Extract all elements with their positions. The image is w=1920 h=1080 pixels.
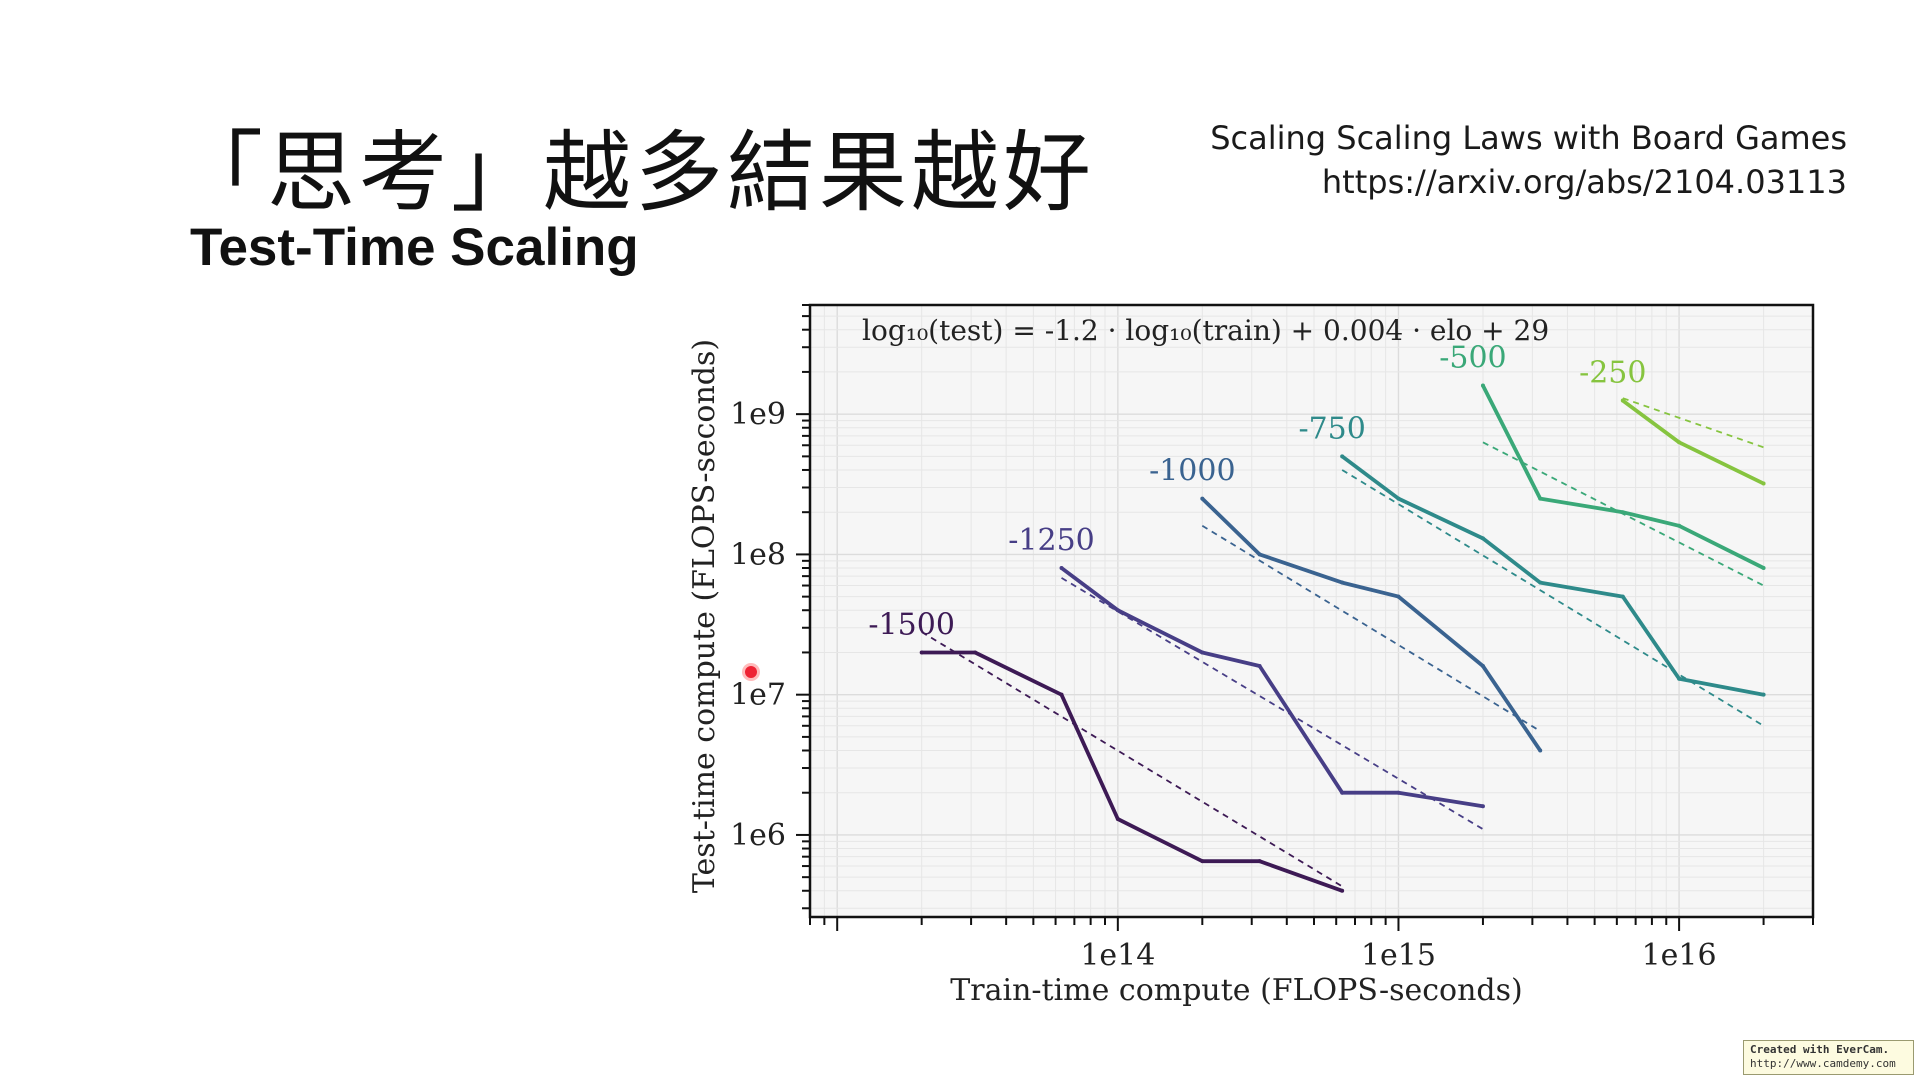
data-point [1538, 580, 1543, 585]
x-tick-label: 1e16 [1642, 938, 1717, 973]
data-point [1200, 650, 1205, 655]
watermark: Created with EverCam. http://www.camdemy… [1743, 1040, 1914, 1075]
data-point [1059, 692, 1064, 697]
data-point [1677, 523, 1682, 528]
data-point [1340, 454, 1345, 459]
y-axis-label: Test-time compute (FLOPS-seconds) [687, 339, 722, 893]
data-point [1200, 859, 1205, 864]
y-tick-label: 1e9 [730, 397, 786, 432]
data-point [1480, 383, 1485, 388]
data-point [1538, 496, 1543, 501]
series-label: -1500 [868, 607, 954, 642]
x-tick-label: 1e15 [1361, 938, 1436, 973]
series-label: -750 [1298, 411, 1365, 446]
data-point [1480, 804, 1485, 809]
data-point [1257, 664, 1262, 669]
data-point [1677, 440, 1682, 445]
series-label: -1000 [1149, 454, 1235, 489]
data-point [1620, 398, 1625, 403]
fit-line [1061, 577, 1484, 830]
chart: 1e14 1e15 1e16 1e6 1e7 1e8 1e9 Train-time compu… [687, 303, 1815, 1008]
paper-reference: Scaling Scaling Laws with Board Games ht… [1210, 116, 1847, 204]
plot-background [810, 305, 1813, 917]
y-tick-label: 1e7 [730, 678, 786, 713]
data-point [1340, 790, 1345, 795]
data-point [1396, 790, 1401, 795]
fit-line [921, 631, 1343, 888]
data-point [1620, 594, 1625, 599]
data-point [1761, 692, 1766, 697]
pointer-indicator [745, 666, 757, 678]
data-point [1396, 496, 1401, 501]
watermark-line1: Created with EverCam. [1750, 1043, 1890, 1056]
data-point [1200, 496, 1205, 501]
fit-equation: log₁₀(test) = -1.2 · log₁₀(train) + 0.00… [862, 314, 1549, 347]
data-point [1257, 859, 1262, 864]
y-tick-label: 1e6 [730, 818, 786, 853]
data-point [1340, 580, 1345, 585]
data-point [1115, 816, 1120, 821]
fit-line [1622, 397, 1764, 449]
data-point [1677, 676, 1682, 681]
series-label: -500 [1439, 341, 1506, 376]
axis-ticks [796, 304, 1814, 931]
paper-title: Scaling Scaling Laws with Board Games [1210, 119, 1847, 157]
x-tick-label: 1e14 [1080, 938, 1155, 973]
data-point [1480, 664, 1485, 669]
data-point [1761, 481, 1766, 486]
series-label: -250 [1579, 356, 1646, 391]
data-point [1620, 510, 1625, 515]
series-line [1200, 497, 1542, 752]
slide-subtitle: Test-Time Scaling [190, 218, 639, 277]
data-point [1115, 608, 1120, 613]
data-point [1480, 536, 1485, 541]
x-axis-label: Train-time compute (FLOPS-seconds) [950, 973, 1523, 1008]
data-point [1340, 888, 1345, 893]
data-point [1761, 566, 1766, 571]
watermark-line2: http://www.camdemy.com [1750, 1057, 1896, 1070]
y-tick-label: 1e8 [730, 537, 786, 572]
data-point [919, 650, 924, 655]
paper-url: https://arxiv.org/abs/2104.03113 [1321, 163, 1847, 201]
data-point [1059, 566, 1064, 571]
slide-title: 「思考」越多結果越好 [175, 121, 1096, 224]
data-point [1396, 594, 1401, 599]
series-group: -1500 -1250 -1000 -750 -500 -250 [868, 341, 1766, 893]
grid-lines [809, 304, 1814, 917]
data-point [1538, 748, 1543, 753]
data-point [973, 650, 978, 655]
data-point [1257, 552, 1262, 557]
series-label: -1250 [1008, 523, 1094, 558]
